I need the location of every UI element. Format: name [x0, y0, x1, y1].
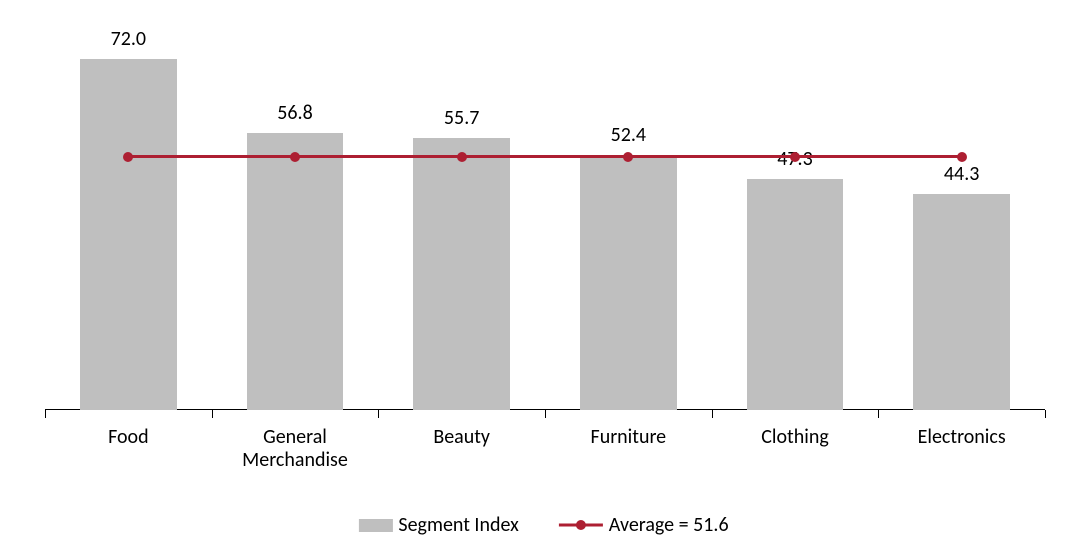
- average-marker: [290, 152, 300, 162]
- average-marker: [623, 152, 633, 162]
- average-marker: [790, 152, 800, 162]
- legend-label-segment: Segment Index: [398, 513, 518, 537]
- average-marker: [457, 152, 467, 162]
- value-label: 72.0: [111, 27, 146, 51]
- category-label: Clothing: [712, 426, 879, 449]
- bar: [747, 179, 844, 410]
- value-label: 44.3: [944, 162, 979, 186]
- x-axis-tick: [545, 410, 546, 418]
- legend: Segment Index Average = 51.6: [358, 513, 728, 537]
- x-axis-tick: [1045, 410, 1046, 418]
- value-label: 52.4: [611, 123, 646, 147]
- average-line: [128, 155, 961, 158]
- value-label: 55.7: [444, 106, 479, 130]
- x-axis-tick: [212, 410, 213, 418]
- x-axis-tick: [878, 410, 879, 418]
- value-label: 56.8: [277, 101, 312, 125]
- x-axis-tick: [712, 410, 713, 418]
- average-marker: [123, 152, 133, 162]
- legend-swatch-line: [559, 520, 603, 530]
- legend-item-segment: Segment Index: [358, 513, 518, 537]
- legend-line-marker: [576, 520, 586, 530]
- chart-container: 72.0 Food 56.8 General Merchandise 55.7 Beaut…: [0, 0, 1087, 551]
- bar: [580, 155, 677, 410]
- legend-label-average: Average = 51.6: [609, 513, 729, 537]
- legend-item-average: Average = 51.6: [559, 513, 729, 537]
- bar: [247, 133, 344, 410]
- legend-swatch-bar: [358, 519, 392, 532]
- category-label: Food: [45, 426, 212, 449]
- category-label: Furniture: [545, 426, 712, 449]
- x-axis-tick: [378, 410, 379, 418]
- category-label: Electronics: [878, 426, 1045, 449]
- category-label: Beauty: [378, 426, 545, 449]
- bar: [413, 138, 510, 410]
- x-axis-tick: [45, 410, 46, 418]
- average-marker: [957, 152, 967, 162]
- category-label: General Merchandise: [212, 426, 379, 472]
- bar: [913, 194, 1010, 410]
- plot-area: 72.0Food56.8General Merchandise55.7Beaut…: [45, 20, 1045, 410]
- bar: [80, 59, 177, 410]
